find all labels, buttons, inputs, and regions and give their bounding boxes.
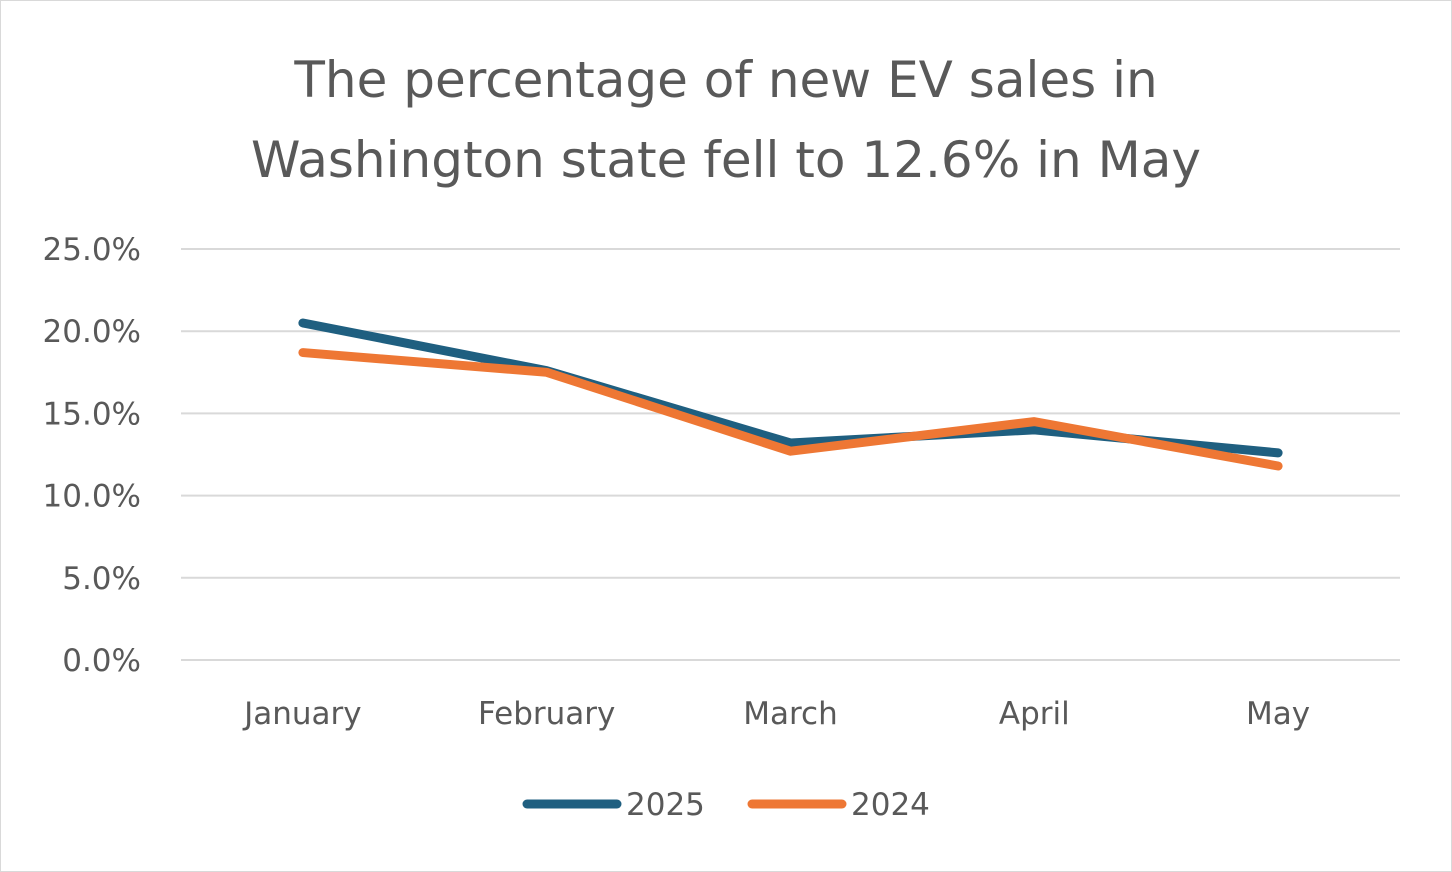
- x-tick-label: January: [242, 696, 362, 732]
- legend: 2025 2024: [522, 787, 930, 823]
- legend-label-2025: 2025: [626, 787, 705, 823]
- y-tick-label: 20.0%: [43, 314, 141, 350]
- series-line-2025: [298, 318, 1283, 458]
- x-axis-ticks: January February March April May: [242, 696, 1310, 732]
- x-tick-label: February: [478, 696, 615, 732]
- chart-title-line-2: Washington state fell to 12.6% in May: [251, 131, 1201, 189]
- y-tick-label: 0.0%: [62, 643, 141, 679]
- series-lines: [298, 318, 1283, 471]
- y-tick-label: 15.0%: [43, 396, 141, 432]
- gridlines: [181, 248, 1400, 661]
- chart-title: The percentage of new EV sales in Washin…: [0, 40, 1452, 200]
- y-tick-label: 25.0%: [43, 232, 141, 268]
- x-tick-label: May: [1246, 696, 1310, 732]
- x-tick-label: March: [743, 696, 838, 732]
- y-axis-ticks: 0.0% 5.0% 10.0% 15.0% 20.0% 25.0%: [43, 232, 141, 679]
- legend-label-2024: 2024: [851, 787, 930, 823]
- chart-title-line-1: The percentage of new EV sales in: [294, 51, 1158, 109]
- y-tick-label: 5.0%: [62, 561, 141, 597]
- series-line-2024: [298, 348, 1283, 471]
- y-tick-label: 10.0%: [43, 479, 141, 515]
- x-tick-label: April: [999, 696, 1070, 732]
